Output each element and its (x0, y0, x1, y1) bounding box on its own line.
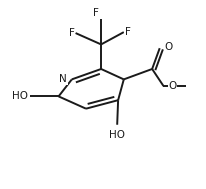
Text: N: N (59, 74, 67, 84)
Text: F: F (69, 28, 75, 38)
Text: HO: HO (12, 91, 28, 101)
Text: O: O (164, 42, 173, 52)
Text: F: F (125, 27, 131, 37)
Text: F: F (92, 8, 98, 18)
Text: O: O (168, 81, 177, 91)
Text: HO: HO (109, 130, 125, 140)
